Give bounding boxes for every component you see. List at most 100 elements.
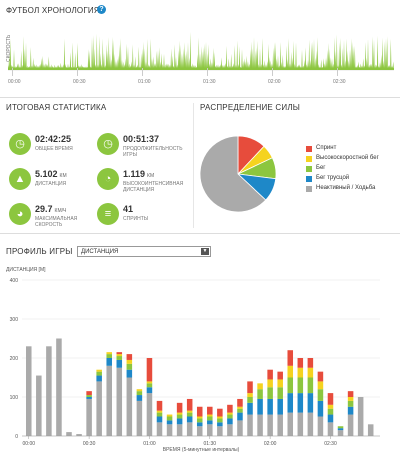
bar-segment [247,402,253,415]
bar-segment [146,387,153,394]
bar-segment [217,418,223,423]
bar-segment [297,367,304,378]
bar-segment [237,398,243,407]
bar-segment [337,426,344,429]
metric-dropdown-value: ДИСТАНЦИЯ [81,249,119,255]
bar-segment [207,420,213,425]
timeline-tick-label: 00:00 [8,79,21,85]
timeline-tick-label: 02:00 [268,79,281,85]
bar-segment [106,358,112,366]
chevron-down-icon[interactable]: ▼ [201,248,209,255]
bar-segment [196,416,203,419]
timeline-tick-label: 01:30 [203,79,216,85]
bar-segment [207,414,213,417]
bar-segment [56,338,62,436]
bar-segment [267,387,273,399]
bar-segment [277,398,283,415]
x-axis-label: ВРЕМЯ (5-минутные интервалы) [163,447,240,453]
clock-icon: ◷ [9,133,31,155]
timeline-gridline [142,68,143,76]
profile-title: ПРОФИЛЬ ИГРЫ [6,247,73,256]
divider [193,103,194,228]
bar-segment [317,389,324,401]
timeline-title: ФУТБОЛ ХРОНОЛОГИЯ [6,6,100,15]
legend-swatch [306,166,312,172]
timeline-tick-label: 00:30 [73,79,86,85]
bar-segment [287,350,294,366]
speed-icon: ◕ [9,203,31,225]
bar-segment [227,414,233,419]
bar-segment [176,412,183,415]
stat-value: 5.102 КМ [35,169,67,179]
bar-segment [166,424,173,436]
timeline-gridline [272,68,273,76]
y-tick-label: 100 [10,395,19,401]
bar-segment [136,400,143,436]
bar-segment [186,416,193,423]
bar-segment [347,397,354,401]
x-tick-label: 02:00 [264,441,277,447]
bar-segment [267,398,273,415]
bar-segment [317,416,324,436]
bar-segment [257,383,263,390]
bar-segment [176,424,183,436]
bar-segment [247,414,253,436]
bar-segment [136,395,143,401]
bar-segment [86,397,92,399]
bar-segment [247,397,253,403]
stat-label: ДИСТАНЦИЯ [35,181,67,187]
profile-ylabel: ДИСТАНЦИЯ [M] [6,267,46,273]
bar-segment [287,393,294,413]
bar-segment [116,359,123,368]
timeline-gridline [207,68,208,76]
bar-segment [347,406,354,415]
legend-label: Спринт [316,145,337,151]
bar-segment [307,367,314,378]
bar-segment [196,418,203,423]
bar-segment [337,430,344,436]
bar-segment [317,371,324,382]
x-tick-label: 01:00 [143,441,156,447]
bar-segment [196,406,203,417]
bar-segment [327,422,334,436]
help-icon[interactable]: ? [97,5,106,14]
bar-segment [186,398,193,411]
bar-segment [207,406,213,415]
bar-segment [277,371,283,380]
bar-segment [186,410,193,413]
bar-segment [156,416,163,423]
bar-segment [277,379,283,388]
stat-value: 41 [123,204,133,214]
timeline-chart [8,31,394,71]
y-tick-label: 300 [10,317,19,323]
bar-segment [86,398,92,436]
bar-segment [247,393,253,397]
distribution-title: РАСПРЕДЕЛЕНИЕ СИЛЫ [200,103,301,112]
bar-segment [116,354,123,357]
bar-segment [287,377,294,394]
bar-segment [196,422,203,427]
summary-title: ИТОГОВАЯ СТАТИСТИКА [6,103,107,112]
bar-segment [277,414,283,436]
bar-segment [146,383,153,388]
x-tick-label: 01:30 [204,441,217,447]
legend-label: Высокоскоростной бег [316,155,379,161]
bar-segment [327,408,334,415]
bar-segment [166,414,173,417]
bar-segment [166,420,173,425]
bar-segment [297,358,304,368]
bar-segment [116,367,123,436]
bar-segment [327,404,334,409]
bar-segment [307,393,314,413]
divider [0,97,400,98]
intensity-icon: ◔ [97,168,119,190]
metric-dropdown[interactable]: ДИСТАНЦИЯ ▼ [77,246,211,257]
stat-number: 41 [123,204,134,214]
bar-segment [317,400,324,417]
bar-segment [146,358,153,382]
stat-label: СПРИНТЫ [123,216,149,222]
bar-segment [217,408,223,417]
bar-segment [106,354,112,358]
legend-swatch [306,156,312,162]
bar-segment [347,414,354,436]
